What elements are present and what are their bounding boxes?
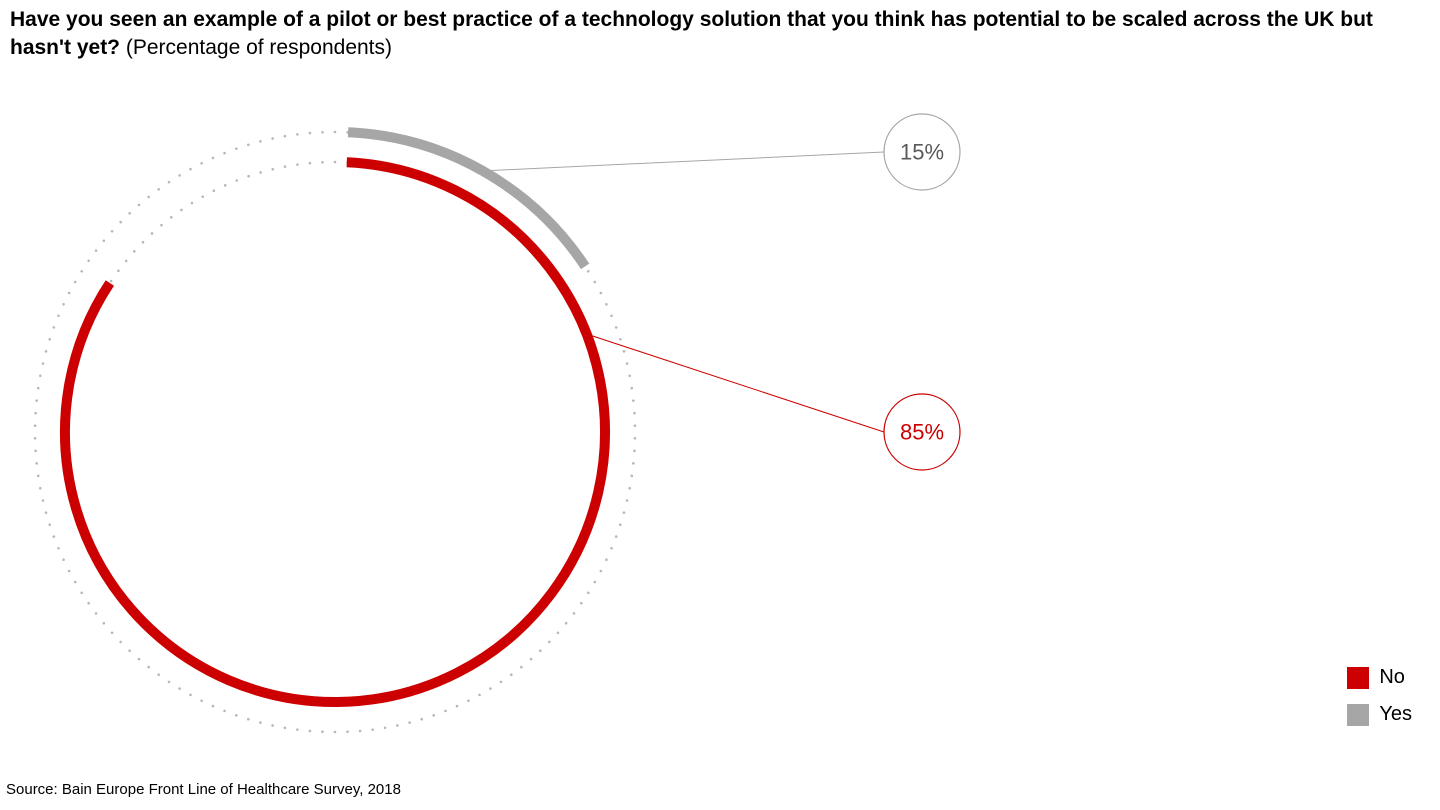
chart-title: Have you seen an example of a pilot or b…: [10, 6, 1430, 63]
legend-swatch-no: [1347, 667, 1369, 689]
legend-label-yes: Yes: [1379, 703, 1412, 726]
legend-item-no: No: [1347, 666, 1412, 689]
source-text: Source: Bain Europe Front Line of Health…: [6, 781, 401, 798]
arc-no: [65, 162, 605, 702]
legend-item-yes: Yes: [1347, 703, 1412, 726]
legend: No Yes: [1347, 652, 1412, 740]
chart-area: 15% 85%: [0, 62, 1440, 762]
callout-text: 85%: [900, 420, 944, 445]
callout-text: 15%: [900, 140, 944, 165]
legend-label-no: No: [1379, 666, 1405, 689]
chart-title-sub: (Percentage of respondents): [120, 36, 392, 59]
legend-swatch-yes: [1347, 704, 1369, 726]
